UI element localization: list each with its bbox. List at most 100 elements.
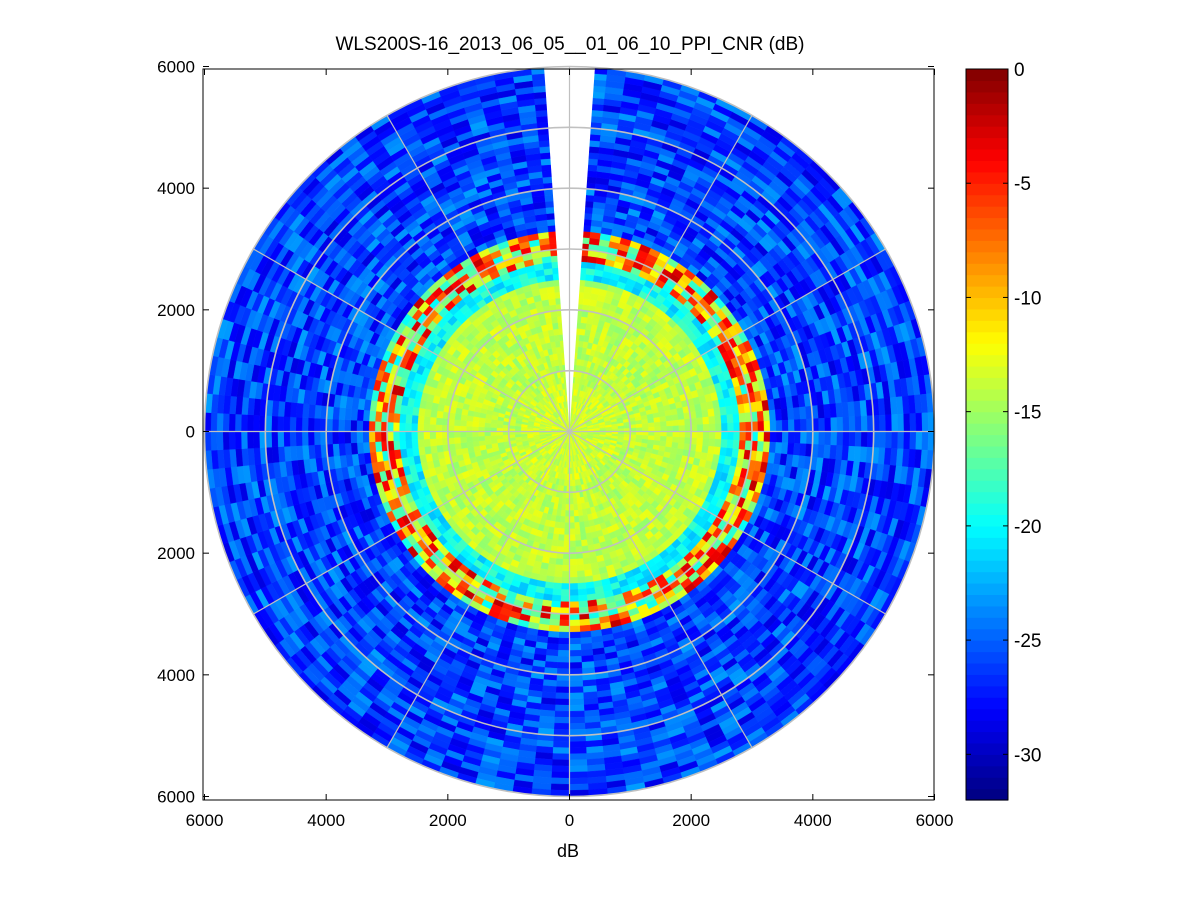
heat-cell (554, 710, 570, 718)
heat-cell (558, 528, 565, 535)
heat-cell (565, 504, 570, 511)
heat-cell (417, 415, 425, 425)
heat-cell (228, 431, 236, 450)
heat-cell (313, 431, 321, 446)
heat-cell (554, 698, 570, 706)
heat-cell (560, 601, 570, 609)
heat-cell (362, 431, 370, 443)
heat-cell (222, 413, 230, 432)
heat-cell (560, 595, 570, 603)
heat-cell (453, 425, 461, 432)
heat-cell (582, 298, 591, 306)
heat-cell (374, 431, 382, 442)
heat-cell (362, 441, 371, 454)
heat-cell (583, 292, 592, 300)
heat-cell (246, 431, 254, 449)
heat-cell (564, 522, 570, 530)
heat-cell (417, 431, 424, 440)
heat-cell (546, 286, 556, 294)
heat-cell (478, 431, 485, 437)
heat-cell (548, 624, 560, 633)
heat-cell (332, 406, 340, 420)
heat-cell (210, 431, 218, 451)
heat-cell (222, 431, 230, 450)
heat-cell (466, 441, 474, 448)
heat-cell (554, 704, 570, 712)
heat-cell (546, 569, 556, 577)
heat-cell (555, 680, 570, 688)
heat-cell (558, 625, 570, 633)
heat-cell (350, 419, 358, 432)
heat-cell (552, 753, 570, 761)
heat-cell (338, 419, 345, 432)
heat-cell (559, 522, 565, 529)
heat-cell (544, 661, 558, 669)
heat-cell (555, 558, 564, 566)
heat-cell (430, 409, 438, 418)
heat-cell (550, 777, 570, 785)
heat-cell (551, 539, 559, 547)
heat-cell (362, 420, 370, 432)
heat-cell (514, 433, 522, 438)
heat-cell (399, 439, 407, 450)
heat-cell (545, 649, 559, 657)
heat-cell (460, 442, 468, 449)
heat-cell (411, 431, 418, 440)
heat-cell (405, 439, 413, 449)
heat-cell (563, 540, 570, 548)
heat-cell (562, 546, 570, 554)
heat-cell (435, 437, 443, 446)
heat-cell (398, 422, 406, 432)
heat-cell (344, 431, 352, 444)
heat-cell (459, 431, 467, 438)
heat-cell (478, 421, 486, 428)
heat-cell (411, 414, 419, 424)
heat-cell (350, 442, 358, 455)
heat-cell (484, 431, 491, 437)
heat-cell (551, 759, 570, 767)
heat-cell (557, 656, 570, 663)
heat-cell (561, 583, 570, 590)
heat-cell (484, 426, 491, 432)
heat-cell (344, 442, 352, 456)
heat-cell (393, 440, 401, 451)
heat-cell (557, 649, 570, 657)
heat-cell (554, 340, 561, 348)
heat-cell (556, 662, 570, 669)
heat-cell (558, 631, 570, 639)
heat-cell (459, 419, 467, 427)
heat-cell (313, 417, 321, 432)
heat-cell (547, 630, 560, 639)
heat-cell (557, 534, 565, 542)
heat-cell (478, 426, 485, 432)
heat-cell (553, 576, 563, 584)
heat-cell (350, 408, 358, 421)
heat-cell (557, 643, 570, 651)
heat-cell (228, 413, 236, 432)
heat-cell (547, 292, 556, 300)
heat-cell (424, 408, 432, 418)
heat-cell (554, 564, 563, 572)
heat-cell (547, 636, 559, 645)
heat-cell (472, 436, 479, 442)
heat-cell (551, 594, 562, 602)
heat-cell (564, 516, 570, 523)
heat-cell (398, 431, 406, 441)
heat-cell (478, 440, 486, 447)
heat-cell (561, 571, 570, 578)
heat-cell (478, 435, 486, 442)
heat-cell (277, 431, 285, 447)
heat-cell (554, 716, 570, 724)
heat-cell (552, 582, 562, 590)
heat-cell (332, 418, 339, 432)
heat-cell (436, 444, 444, 453)
heat-cell (466, 436, 473, 443)
heat-cell (552, 588, 562, 596)
heat-cell (546, 643, 559, 651)
heat-cell (210, 412, 218, 432)
heat-cell (447, 424, 455, 432)
heat-cell (301, 431, 309, 446)
heat-cell (435, 417, 443, 426)
heat-cell (301, 417, 309, 432)
heat-cell (271, 431, 279, 448)
